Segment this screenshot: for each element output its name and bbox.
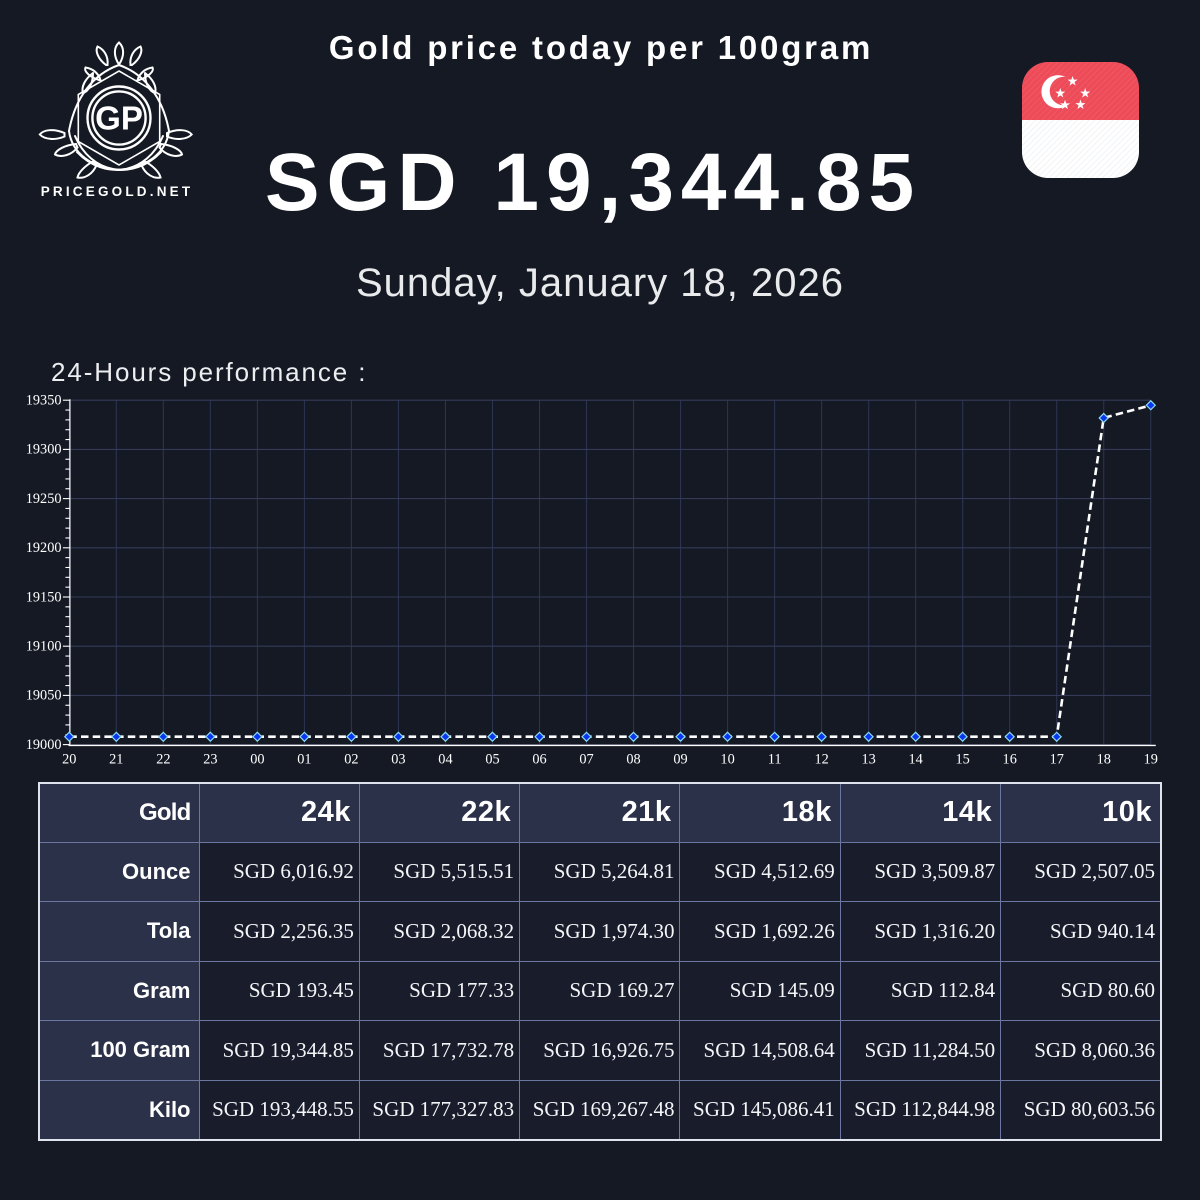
svg-text:16: 16 <box>1003 751 1017 767</box>
svg-text:22: 22 <box>156 751 170 767</box>
svg-text:00: 00 <box>250 751 264 767</box>
svg-text:19050: 19050 <box>26 688 62 704</box>
svg-text:19350: 19350 <box>26 393 62 409</box>
svg-text:14: 14 <box>909 751 923 767</box>
svg-text:19: 19 <box>1144 751 1158 767</box>
svg-text:PRICEGOLD.NET: PRICEGOLD.NET <box>41 184 194 199</box>
svg-text:19100: 19100 <box>26 639 62 655</box>
svg-text:07: 07 <box>579 751 593 767</box>
svg-text:19200: 19200 <box>26 540 62 556</box>
svg-text:10: 10 <box>720 751 734 767</box>
svg-text:19150: 19150 <box>26 589 62 605</box>
svg-text:12: 12 <box>814 751 828 767</box>
svg-text:02: 02 <box>344 751 358 767</box>
svg-text:23: 23 <box>203 751 217 767</box>
svg-text:06: 06 <box>532 751 546 767</box>
svg-text:03: 03 <box>391 751 405 767</box>
svg-text:19000: 19000 <box>26 737 62 753</box>
svg-text:19300: 19300 <box>26 442 62 458</box>
svg-text:GP: GP <box>95 100 143 137</box>
svg-text:09: 09 <box>673 751 687 767</box>
svg-text:15: 15 <box>956 751 970 767</box>
svg-text:20: 20 <box>62 751 76 767</box>
svg-text:11: 11 <box>768 751 782 767</box>
svg-text:05: 05 <box>485 751 499 767</box>
svg-text:19250: 19250 <box>26 491 62 507</box>
svg-text:21: 21 <box>109 751 123 767</box>
svg-text:17: 17 <box>1050 751 1064 767</box>
svg-text:01: 01 <box>297 751 311 767</box>
svg-text:08: 08 <box>626 751 640 767</box>
svg-text:13: 13 <box>861 751 875 767</box>
svg-text:18: 18 <box>1097 751 1111 767</box>
svg-text:04: 04 <box>438 751 452 767</box>
